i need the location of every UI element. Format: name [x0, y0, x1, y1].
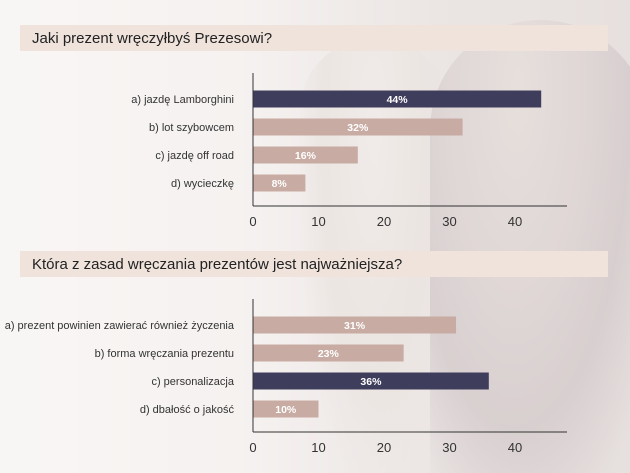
chart2-value-label: 10%	[275, 404, 297, 416]
chart1-bar	[253, 118, 463, 136]
chart1: a) jazdę Lamborghini 44% b) lot szybowcem 3…	[131, 73, 567, 229]
chart1-category-label: d) wycieczkę	[171, 178, 234, 190]
chart2-x-tick-label: 0	[249, 440, 256, 455]
chart1-value-label: 32%	[347, 122, 369, 134]
chart1-title: Jaki prezent wręczyłbyś Prezesowi?	[20, 25, 608, 51]
chart2-x-tick-label: 10	[311, 440, 325, 455]
chart1-value-label: 8%	[272, 178, 288, 190]
chart2-category-label: d) dbałość o jakość	[140, 404, 235, 416]
chart1-value-label: 16%	[295, 150, 317, 162]
chart1-x-tick-label: 10	[311, 214, 325, 229]
chart1-value-label: 44%	[387, 94, 409, 106]
chart2-category-label: b) forma wręczania prezentu	[95, 348, 234, 360]
chart1-category-label: b) lot szybowcem	[149, 122, 234, 134]
chart2-category-label: a) prezent powinien zawierać również życ…	[5, 320, 235, 332]
chart1-x-tick-label: 0	[249, 214, 256, 229]
chart2-category-label: c) personalizacja	[151, 376, 234, 388]
chart2: a) prezent powinien zawierać również życ…	[5, 299, 567, 455]
chart1-category-label: a) jazdę Lamborghini	[131, 94, 234, 106]
chart2-title: Która z zasad wręczania prezentów jest n…	[20, 251, 608, 277]
chart2-x-tick-label: 40	[508, 440, 522, 455]
chart2-value-label: 23%	[318, 348, 340, 360]
chart2-bar	[253, 344, 404, 362]
chart1-x-tick-label: 20	[377, 214, 391, 229]
chart1-bar	[253, 146, 358, 164]
chart2-value-label: 31%	[344, 320, 366, 332]
chart2-bar	[253, 372, 489, 390]
chart1-category-label: c) jazdę off road	[155, 150, 234, 162]
chart2-bar	[253, 400, 319, 418]
chart2-x-tick-label: 30	[442, 440, 456, 455]
chart1-bar	[253, 174, 306, 192]
chart2-x-tick-label: 20	[377, 440, 391, 455]
chart2-value-label: 36%	[360, 376, 382, 388]
chart1-x-tick-label: 30	[442, 214, 456, 229]
chart2-bar	[253, 316, 457, 334]
chart1-x-tick-label: 40	[508, 214, 522, 229]
chart1-bar	[253, 90, 542, 108]
